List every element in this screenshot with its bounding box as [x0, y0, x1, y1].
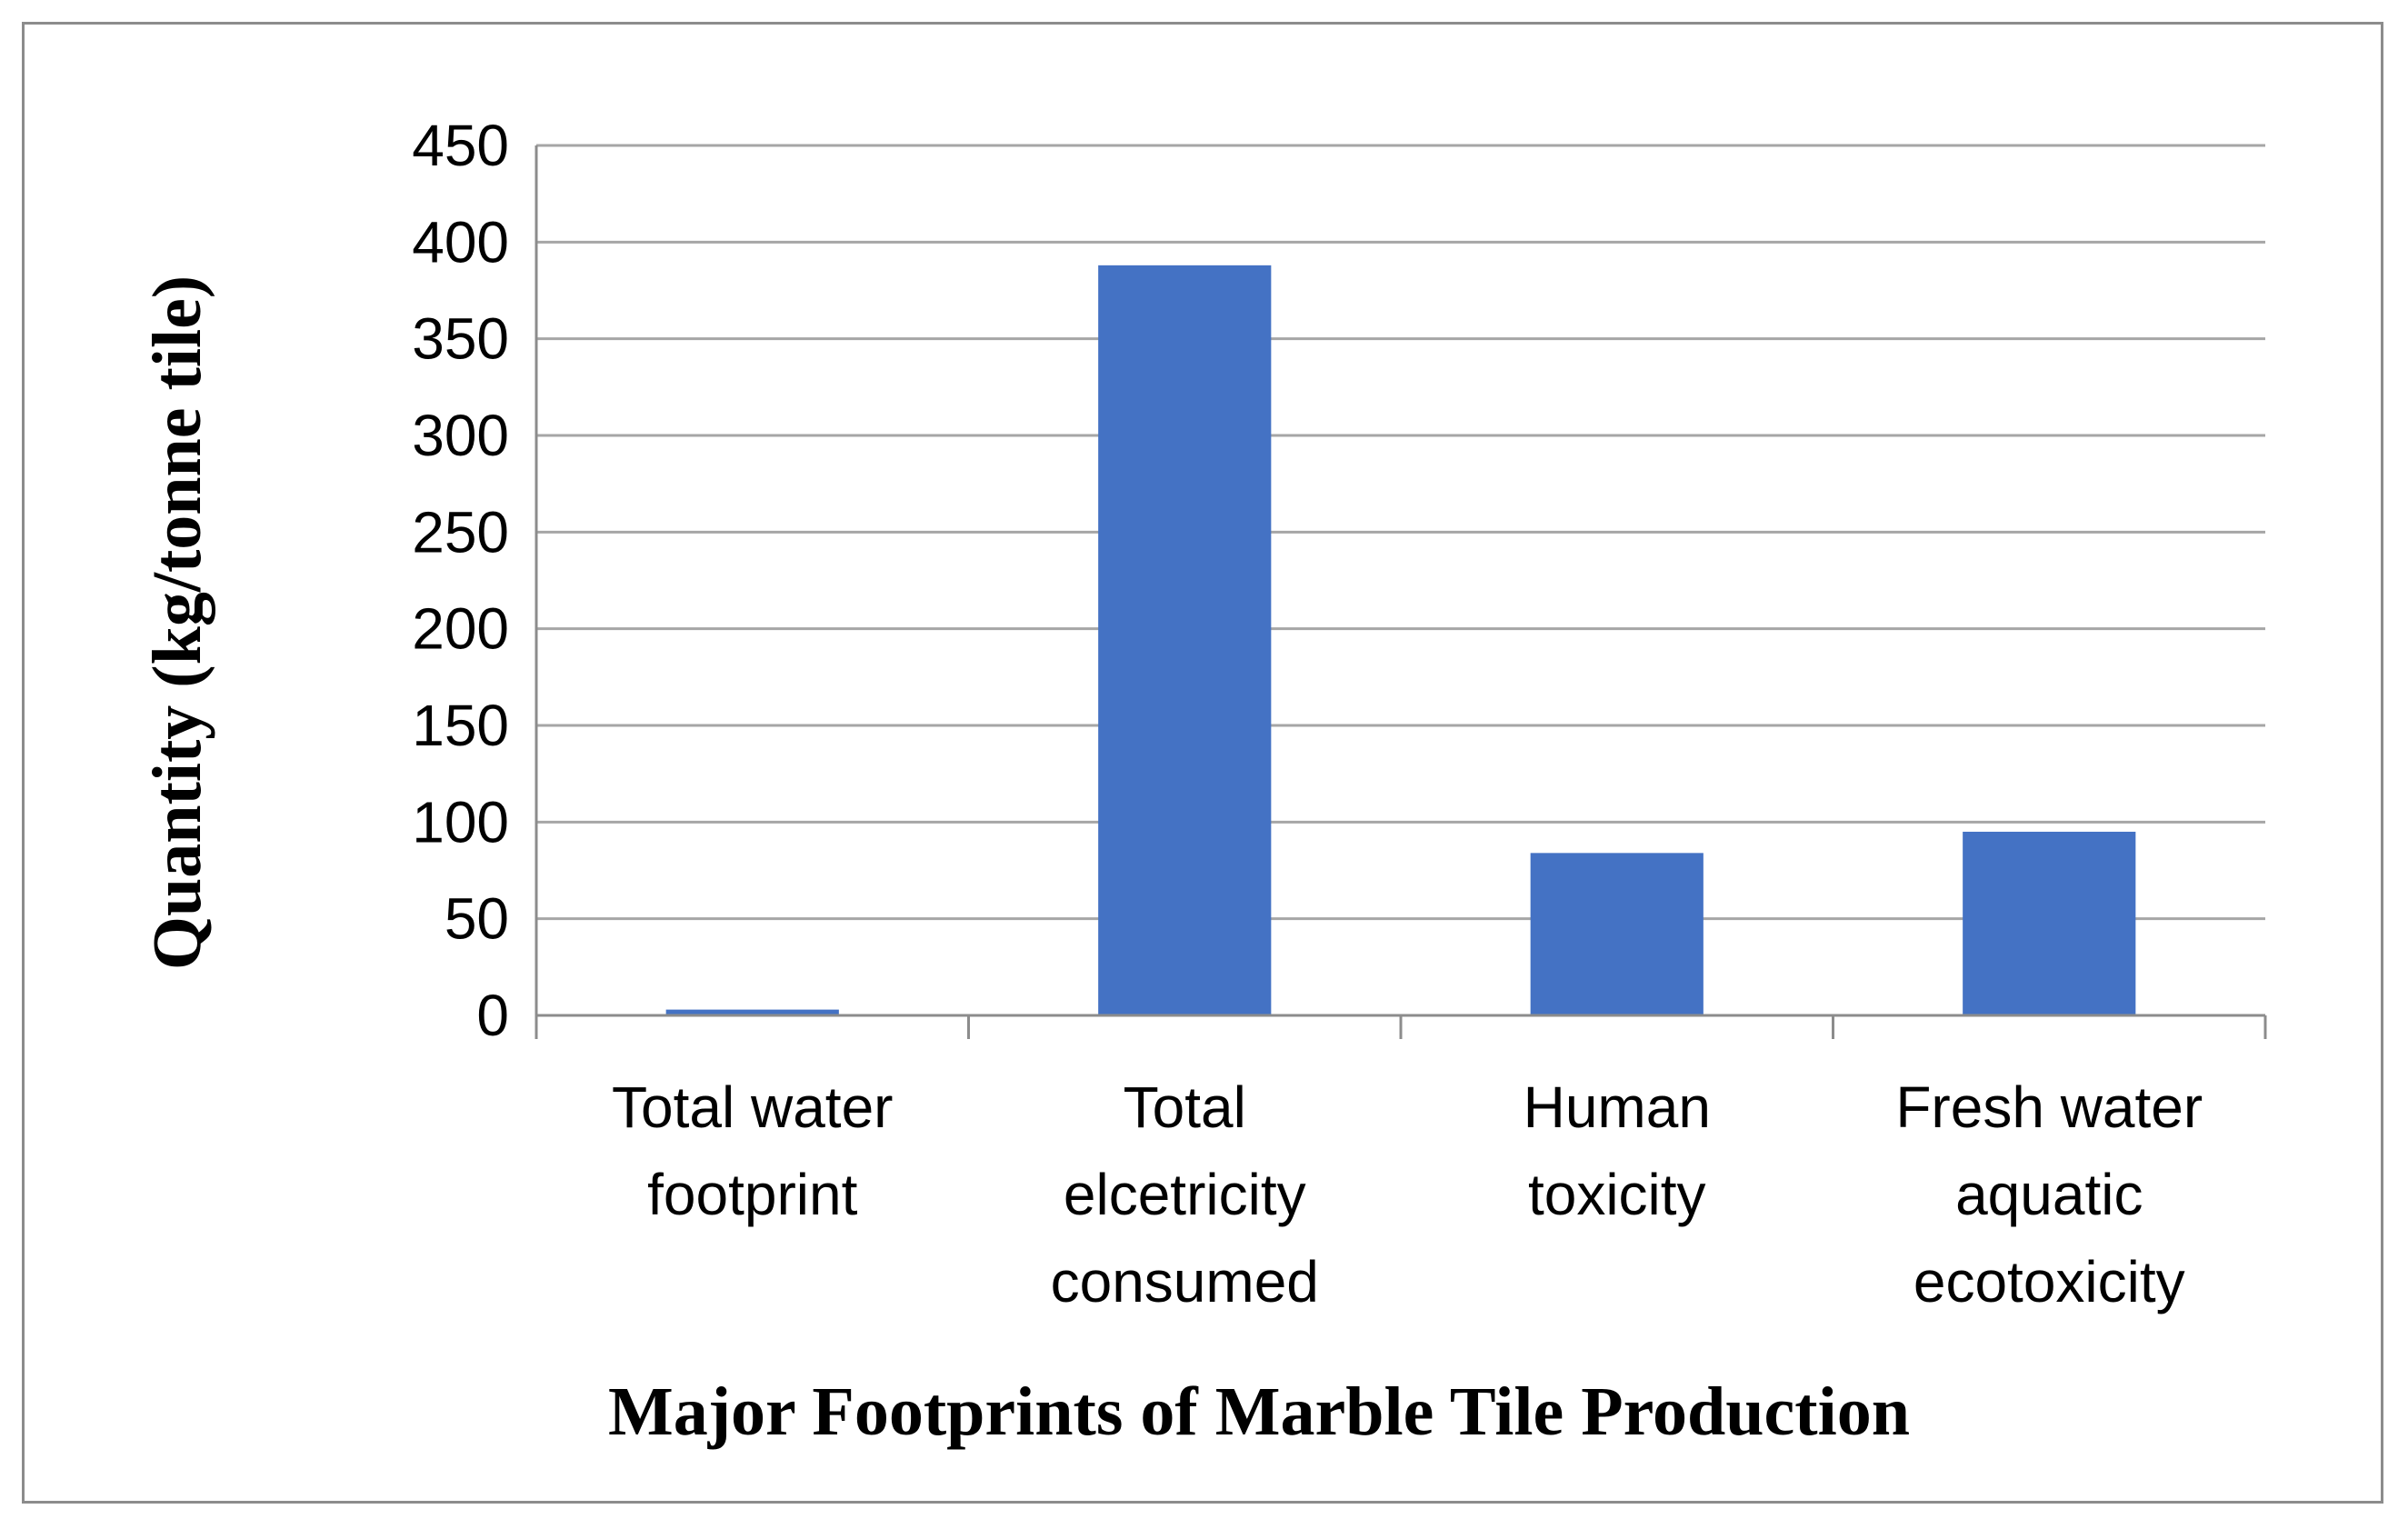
axes: [535, 145, 2267, 1039]
y-tick-label: 250: [412, 499, 509, 565]
bar-3: [1963, 831, 2136, 1015]
y-tick-label: 400: [412, 209, 509, 275]
bar-0: [665, 1009, 839, 1015]
y-tick-labels: 0 50 100 150 200 250 300 350 400 450: [412, 113, 509, 1048]
gridlines: [536, 144, 2265, 921]
y-tick-label: 50: [445, 886, 509, 952]
x-category-label-line: aquatic: [1955, 1162, 2143, 1227]
x-category-label: Total elcetricity consumed: [1051, 1074, 1319, 1314]
x-category-label-line: elcetricity: [1064, 1162, 1306, 1227]
x-category-label-line: footprint: [647, 1162, 857, 1227]
y-tick-label: 450: [412, 113, 509, 178]
bars: [665, 265, 2136, 1015]
x-category-labels: Total water footprint Total elcetricity cons…: [612, 1074, 2203, 1314]
bar-2: [1530, 853, 1704, 1015]
x-category-label-line: consumed: [1051, 1249, 1319, 1314]
y-axis-title: Quantity (kg/tonne tile): [139, 275, 215, 970]
x-category-label-line: Total water: [612, 1074, 893, 1140]
x-category-label-line: Total: [1124, 1074, 1246, 1140]
y-tick-label: 100: [412, 789, 509, 854]
x-category-label: Total water footprint: [612, 1074, 893, 1227]
x-category-label-line: ecotoxicity: [1913, 1249, 2185, 1314]
x-axis-title: Major Footprints of Marble Tile Producti…: [608, 1374, 1910, 1450]
x-category-label-line: toxicity: [1528, 1162, 1706, 1227]
y-tick-label: 350: [412, 306, 509, 372]
y-tick-label: 0: [476, 983, 509, 1048]
x-category-label: Human toxicity: [1524, 1074, 1711, 1227]
bar-1: [1098, 265, 1272, 1015]
x-category-label-line: Fresh water: [1895, 1074, 2203, 1140]
y-tick-label: 200: [412, 596, 509, 662]
y-tick-label: 300: [412, 403, 509, 468]
x-category-label-line: Human: [1524, 1074, 1711, 1140]
y-tick-label: 150: [412, 693, 509, 758]
x-category-label: Fresh water aquatic ecotoxicity: [1895, 1074, 2203, 1314]
